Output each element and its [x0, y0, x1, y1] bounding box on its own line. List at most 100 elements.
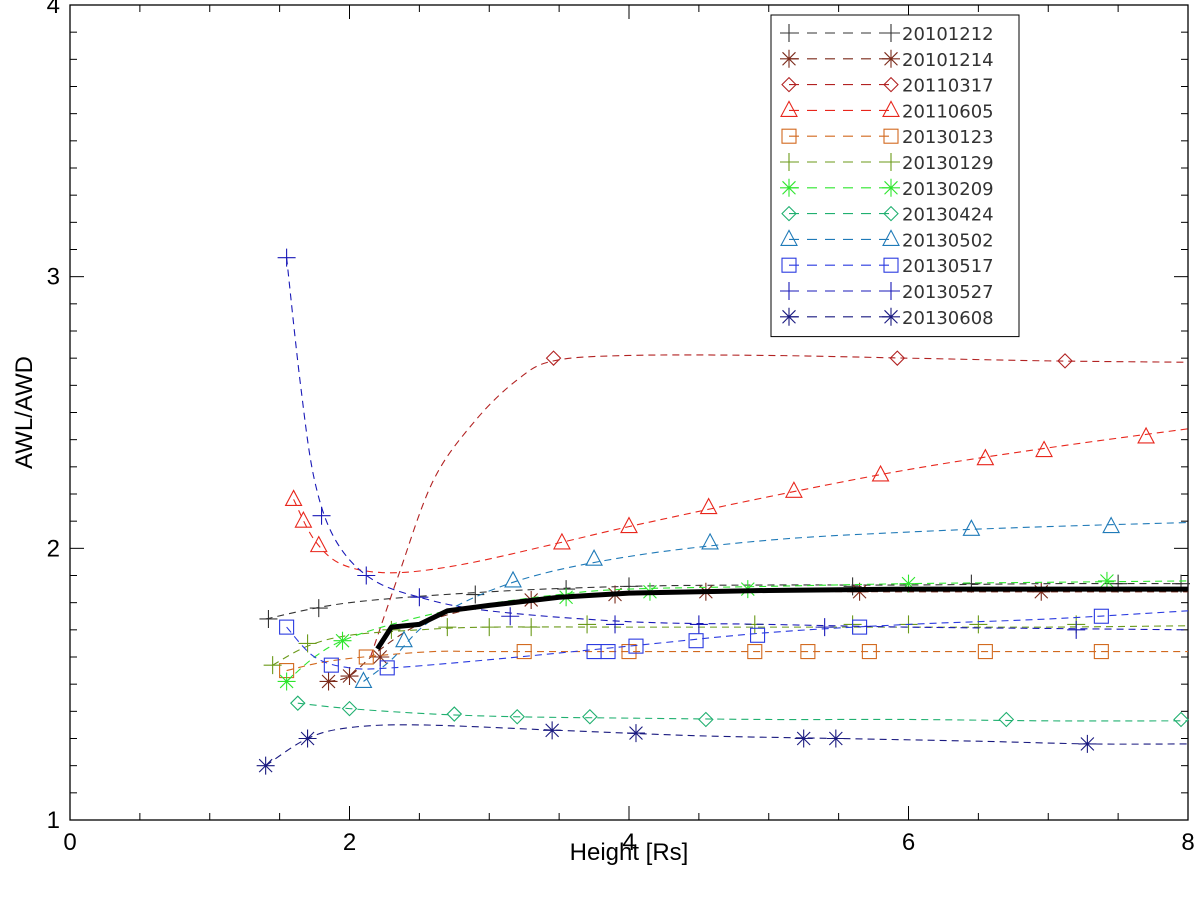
- y-tick-label: 3: [47, 264, 60, 291]
- data-point-20130129: [298, 634, 317, 653]
- plot-border: [69, 4, 1189, 821]
- series-layer: [256, 248, 1191, 775]
- legend-entry-20130424: 20130424: [781, 205, 994, 226]
- data-point-20101214: [1032, 582, 1051, 601]
- data-point-20130123: [1093, 644, 1109, 660]
- legend-label: 20101212: [902, 24, 994, 45]
- series-20101214: [319, 582, 1188, 691]
- legend-entry-20110605: 20110605: [780, 100, 994, 122]
- data-point-20130502: [585, 549, 603, 566]
- y-tick-label: 1: [47, 807, 60, 834]
- data-point-20130424: [698, 711, 714, 728]
- y-tick-label: 2: [47, 535, 60, 562]
- data-point-20130424: [1173, 711, 1189, 728]
- series-line-20110317: [369, 354, 1189, 658]
- legend-label: 20130502: [902, 230, 994, 251]
- data-point-20130517: [600, 644, 616, 660]
- legend-label: 20130424: [902, 205, 994, 226]
- legend: 20101212 20101214 20110317 20110605 20130123…: [770, 14, 1020, 338]
- data-point-20130517: [323, 657, 339, 673]
- data-point-20130129: [263, 656, 282, 675]
- legend-entry-20130129: 20130129: [780, 153, 994, 174]
- legend-entry-20101214: 20101214: [780, 49, 994, 71]
- data-point-20101212: [309, 599, 328, 618]
- series-20110317: [369, 350, 1189, 658]
- data-point-20130129: [438, 618, 457, 637]
- data-point-20110605: [309, 535, 328, 553]
- legend-box: [770, 14, 1020, 338]
- series-line-20130209: [286, 580, 1189, 682]
- legend-marker: [883, 128, 899, 144]
- legend-marker: [882, 24, 900, 42]
- data-point-20130424: [582, 708, 598, 725]
- data-point-20130608: [1078, 734, 1097, 753]
- data-point-20110605: [620, 516, 638, 534]
- y-axis-label: AWL/AWD: [11, 356, 38, 469]
- data-point-20130209: [899, 574, 918, 593]
- legend-marker: [780, 178, 798, 197]
- data-point-20130502: [354, 671, 373, 688]
- legend-label: 20130608: [902, 308, 994, 329]
- data-point-20130123: [800, 644, 816, 660]
- data-point-20130502: [701, 532, 719, 550]
- legend-marker: [781, 76, 797, 93]
- data-point-20110605: [1035, 440, 1053, 458]
- legend-label: 20101214: [902, 50, 994, 71]
- x-tick-label: 0: [63, 829, 76, 856]
- series-20130424: [290, 695, 1189, 728]
- mean-curve: [375, 586, 1188, 651]
- data-point-20130527: [689, 615, 708, 634]
- series-20130502: [354, 516, 1189, 688]
- data-point-20110605: [1137, 426, 1155, 444]
- legend-marker: [882, 307, 900, 326]
- data-point-20130502: [962, 519, 981, 536]
- data-point-20130502: [504, 570, 522, 588]
- data-point-20130209: [333, 631, 352, 650]
- data-point-20130527: [357, 566, 376, 585]
- data-point-20130527: [501, 607, 520, 626]
- x-axis-label: Height [Rs]: [570, 839, 689, 866]
- series-line-20130129: [272, 625, 1189, 666]
- legend-marker: [780, 153, 798, 171]
- data-point-20130527: [312, 506, 331, 525]
- legend-marker: [780, 282, 798, 300]
- data-point-20130517: [688, 633, 704, 649]
- series-20130517: [279, 608, 1189, 676]
- legend-marker: [882, 100, 900, 117]
- data-point-20130129: [480, 618, 499, 637]
- data-point-20130608: [543, 721, 562, 740]
- x-tick-label: 4: [622, 829, 635, 856]
- data-point-20101214: [319, 672, 338, 691]
- legend-marker: [882, 282, 900, 300]
- legend-entry-20130123: 20130123: [781, 127, 994, 148]
- data-point-20130527: [606, 615, 625, 634]
- data-point-20130527: [410, 588, 429, 607]
- legend-marker: [780, 100, 798, 117]
- axis-ticks: 0 2 4 6 8 1 2 3 4: [47, 0, 1195, 856]
- legend-marker: [883, 76, 899, 93]
- data-point-20110317: [1057, 353, 1073, 369]
- data-point-20130424: [998, 711, 1015, 728]
- legend-marker: [882, 178, 900, 197]
- data-point-20130209: [1097, 571, 1116, 590]
- data-point-20101214: [340, 667, 359, 686]
- data-point-20130123: [516, 644, 532, 660]
- data-point-20130608: [826, 729, 845, 748]
- legend-entry-20130527: 20130527: [780, 282, 994, 303]
- legend-marker: [780, 307, 798, 326]
- data-point-20130517: [379, 660, 395, 676]
- data-point-20110317: [889, 350, 906, 366]
- data-point-20130527: [1067, 620, 1086, 639]
- series-line-20101212: [265, 582, 1189, 620]
- series-line-20101214: [328, 591, 1188, 682]
- data-point-20130608: [298, 729, 317, 748]
- data-point-20130424: [509, 708, 525, 725]
- data-point-20130527: [815, 618, 834, 637]
- data-point-20130129: [578, 615, 597, 634]
- legend-entry-20130502: 20130502: [780, 229, 994, 251]
- legend-marker: [780, 229, 798, 246]
- data-point-20110605: [284, 489, 303, 506]
- legend-marker: [781, 205, 797, 222]
- legend-entry-20130209: 20130209: [780, 178, 994, 200]
